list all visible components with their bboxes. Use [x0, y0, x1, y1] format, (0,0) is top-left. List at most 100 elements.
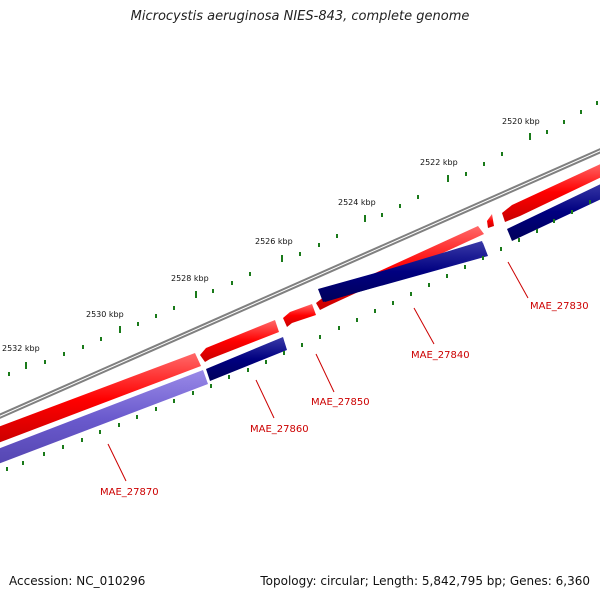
outer-tick-ring	[8, 101, 598, 376]
tick-minor	[155, 407, 157, 411]
tick-label-2530: 2530 kbp	[86, 310, 124, 319]
tick-minor	[381, 213, 383, 217]
tick-minor	[464, 265, 466, 269]
forward-gene-4[interactable]	[283, 304, 316, 327]
tick-minor	[428, 283, 430, 287]
tick-minor	[44, 360, 46, 364]
tick-minor	[374, 309, 376, 313]
tick-label-2526: 2526 kbp	[255, 237, 293, 246]
tick-major	[281, 255, 283, 262]
tick-minor	[82, 345, 84, 349]
gene-MAE_27830[interactable]	[507, 182, 600, 241]
tick-minor	[118, 423, 120, 427]
label-line-MAE_27870	[107, 443, 127, 482]
tick-label-2520: 2520 kbp	[502, 117, 540, 126]
forward-gene-2[interactable]	[487, 214, 494, 228]
tick-minor	[546, 130, 548, 134]
tick-minor	[62, 445, 64, 449]
tick-minor	[6, 467, 8, 471]
tick-minor	[596, 101, 598, 105]
tick-minor	[63, 352, 65, 356]
tick-minor	[8, 372, 10, 376]
tick-label-2524: 2524 kbp	[338, 198, 376, 207]
gene-label-MAE_27840[interactable]: MAE_27840	[411, 350, 470, 361]
label-line-MAE_27830	[507, 261, 529, 299]
tick-label-2522: 2522 kbp	[420, 158, 458, 167]
tick-minor	[100, 337, 102, 341]
tick-minor	[500, 247, 502, 251]
gene-label-lines	[107, 261, 529, 482]
tick-label-2528: 2528 kbp	[171, 274, 209, 283]
tick-minor	[136, 415, 138, 419]
tick-minor	[212, 289, 214, 293]
tick-minor	[283, 351, 285, 355]
tick-minor	[43, 452, 45, 456]
gene-label-MAE_27830[interactable]: MAE_27830	[530, 301, 589, 312]
gene-MAE_27870[interactable]	[0, 370, 208, 467]
tick-major	[25, 362, 27, 369]
tick-minor	[410, 292, 412, 296]
tick-minor	[318, 243, 320, 247]
label-line-MAE_27840	[413, 307, 435, 345]
gene-label-MAE_27870[interactable]: MAE_27870	[100, 487, 159, 498]
tick-minor	[356, 318, 358, 322]
forward-gene-5[interactable]	[200, 320, 279, 362]
label-line-MAE_27850	[315, 353, 335, 393]
gene-MAE_27850[interactable]	[320, 241, 487, 302]
tick-label-2532: 2532 kbp	[2, 344, 40, 353]
tick-minor	[580, 110, 582, 114]
gene-label-MAE_27860[interactable]: MAE_27860	[250, 424, 309, 435]
inner-tick-ring	[6, 200, 591, 471]
tick-minor	[155, 314, 157, 318]
tick-minor	[571, 210, 573, 214]
tick-minor	[265, 360, 267, 364]
tick-minor	[501, 152, 503, 156]
forward-gene-1[interactable]	[502, 162, 600, 222]
page-title: Microcystis aeruginosa NIES-843, complet…	[130, 9, 470, 24]
tick-minor	[399, 204, 401, 208]
tick-minor	[338, 326, 340, 330]
tick-major	[529, 133, 531, 140]
tick-minor	[247, 368, 249, 372]
tick-minor	[518, 238, 520, 242]
tick-minor	[482, 256, 484, 260]
tick-minor	[446, 274, 448, 278]
tick-major	[119, 326, 121, 333]
tick-major	[364, 215, 366, 222]
tick-minor	[417, 195, 419, 199]
tick-minor	[589, 200, 591, 204]
tick-minor	[553, 219, 555, 223]
genome-backbone-inner	[0, 150, 600, 417]
tick-minor	[301, 343, 303, 347]
tick-minor	[249, 272, 251, 276]
tick-minor	[137, 322, 139, 326]
tick-minor	[210, 384, 212, 388]
tick-minor	[483, 162, 485, 166]
gene-MAE_27860[interactable]	[206, 337, 287, 381]
tick-minor	[299, 252, 301, 256]
tick-minor	[319, 335, 321, 339]
tick-minor	[563, 120, 565, 124]
forward-gene-6[interactable]	[0, 353, 201, 446]
genome-summary-text: Topology: circular; Length: 5,842,795 bp…	[260, 574, 590, 588]
tick-minor	[465, 172, 467, 176]
tick-minor	[192, 391, 194, 395]
tick-minor	[536, 229, 538, 233]
gene-label-MAE_27850[interactable]: MAE_27850	[311, 397, 370, 408]
accession-text: Accession: NC_010296	[9, 574, 146, 588]
reverse-strand-track	[0, 182, 600, 467]
tick-minor	[81, 438, 83, 442]
tick-minor	[173, 399, 175, 403]
tick-major	[195, 291, 197, 298]
tick-minor	[22, 461, 24, 465]
forward-strand-track	[0, 162, 600, 446]
tick-minor	[336, 234, 338, 238]
label-line-MAE_27860	[255, 379, 275, 419]
tick-minor	[231, 281, 233, 285]
tick-minor	[173, 306, 175, 310]
tick-minor	[99, 430, 101, 434]
tick-minor	[392, 301, 394, 305]
tick-minor	[228, 375, 230, 379]
tick-major	[447, 175, 449, 182]
